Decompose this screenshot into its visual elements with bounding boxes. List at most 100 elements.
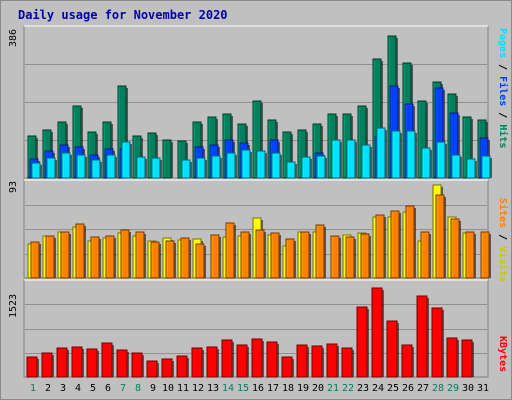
pages-bar — [136, 156, 146, 179]
kbytes-bar — [221, 339, 233, 378]
kbytes-bar — [431, 307, 443, 378]
pages-bar — [91, 159, 101, 179]
kbytes-bar — [56, 347, 68, 378]
sites-bar — [345, 236, 355, 279]
x-tick-label: 28 — [431, 383, 445, 394]
pages-bar — [61, 152, 71, 179]
sites-bar — [255, 229, 265, 279]
sites-bar — [390, 210, 400, 279]
pages-bar — [31, 162, 41, 179]
kbytes-bar — [356, 306, 368, 378]
sites-bar — [60, 231, 70, 279]
pages-bar — [196, 157, 206, 179]
pages-bar — [466, 158, 476, 179]
x-tick-label: 4 — [74, 383, 82, 394]
kbytes-bar — [326, 343, 338, 378]
pages-bar — [346, 139, 356, 179]
sites-bar — [270, 232, 280, 279]
sites-bar — [105, 235, 115, 279]
kbytes-bar — [401, 344, 413, 378]
pages-bar — [451, 154, 461, 179]
pages-bar — [361, 144, 371, 179]
kbytes-bar — [86, 348, 98, 378]
x-tick-label: 13 — [206, 383, 220, 394]
kbytes-bar — [371, 287, 383, 378]
pages-bar — [301, 156, 311, 179]
pages-bar — [181, 159, 191, 179]
x-tick-label: 17 — [266, 383, 280, 394]
pages-bar — [271, 152, 281, 179]
kbytes-bar — [446, 337, 458, 378]
legend-visits: Visits — [497, 246, 508, 283]
sites-bar — [135, 231, 145, 279]
pages-bar — [391, 130, 401, 179]
pages-bar — [406, 130, 416, 179]
sites-bar — [30, 241, 40, 279]
sites-bar — [120, 229, 130, 279]
pages-bar — [316, 155, 326, 179]
sites-bar — [405, 205, 415, 279]
x-tick-label: 3 — [59, 383, 67, 394]
pages-bar — [226, 152, 236, 179]
sites-bar — [150, 241, 160, 279]
kbytes-bar — [176, 355, 188, 378]
kbytes-bar — [236, 344, 248, 378]
top-panel-ymax: 386 — [8, 28, 19, 47]
pages-bar — [211, 155, 221, 179]
x-tick-label: 31 — [476, 383, 490, 394]
kbytes-bar — [191, 347, 203, 378]
bottom-panel-ymax: 1523 — [8, 293, 19, 318]
sites-bar — [435, 194, 445, 279]
x-tick-label: 20 — [311, 383, 325, 394]
legend-sep: / — [497, 106, 508, 125]
sites-bar — [180, 237, 190, 279]
kbytes-bar — [416, 295, 428, 378]
sites-bar — [420, 231, 430, 279]
sites-bar — [45, 235, 55, 279]
legend-kbytes: KBytes — [497, 336, 508, 373]
kbytes-bar — [206, 346, 218, 378]
sites-bar — [465, 231, 475, 279]
sites-bar — [360, 233, 370, 279]
legend-pages: Pages — [497, 28, 508, 59]
sites-bar — [375, 214, 385, 279]
x-tick-label: 14 — [221, 383, 235, 394]
x-tick-label: 21 — [326, 383, 340, 394]
pages-bar — [286, 161, 296, 179]
top-panel-legend: Pages / Files / Hits — [497, 28, 508, 148]
x-tick-label: 23 — [356, 383, 370, 394]
sites-bar — [330, 235, 340, 279]
pages-bar — [151, 157, 161, 179]
middle-panel-legend: Sites / Visits — [497, 198, 508, 282]
sites-bar — [90, 236, 100, 279]
x-tick-label: 27 — [416, 383, 430, 394]
pages-bar — [421, 147, 431, 179]
sites-bar — [285, 238, 295, 279]
x-tick-label: 1 — [29, 383, 37, 394]
kbytes-bar — [116, 349, 128, 378]
kbytes-bar — [71, 346, 83, 378]
x-tick-label: 10 — [161, 383, 175, 394]
pages-bar — [331, 139, 341, 179]
kbytes-bar — [101, 342, 113, 378]
x-tick-label: 8 — [134, 383, 142, 394]
x-tick-label: 19 — [296, 383, 310, 394]
kbytes-bar — [311, 345, 323, 378]
sites-bar — [225, 222, 235, 279]
pages-bar — [46, 157, 56, 179]
x-tick-label: 9 — [149, 383, 157, 394]
bottom-panel-legend: KBytes — [497, 336, 508, 372]
kbytes-bar — [461, 339, 473, 378]
x-tick-label: 15 — [236, 383, 250, 394]
kbytes-bar — [161, 358, 173, 378]
chart-title: Daily usage for November 2020 — [18, 8, 228, 22]
pages-bar — [241, 149, 251, 179]
kbytes-bar — [251, 338, 263, 378]
pages-bar — [256, 150, 266, 179]
hits-bar — [162, 139, 172, 179]
pages-bar — [436, 141, 446, 179]
kbytes-bar — [386, 320, 398, 378]
x-tick-label: 24 — [371, 383, 385, 394]
sites-bar — [480, 231, 490, 279]
